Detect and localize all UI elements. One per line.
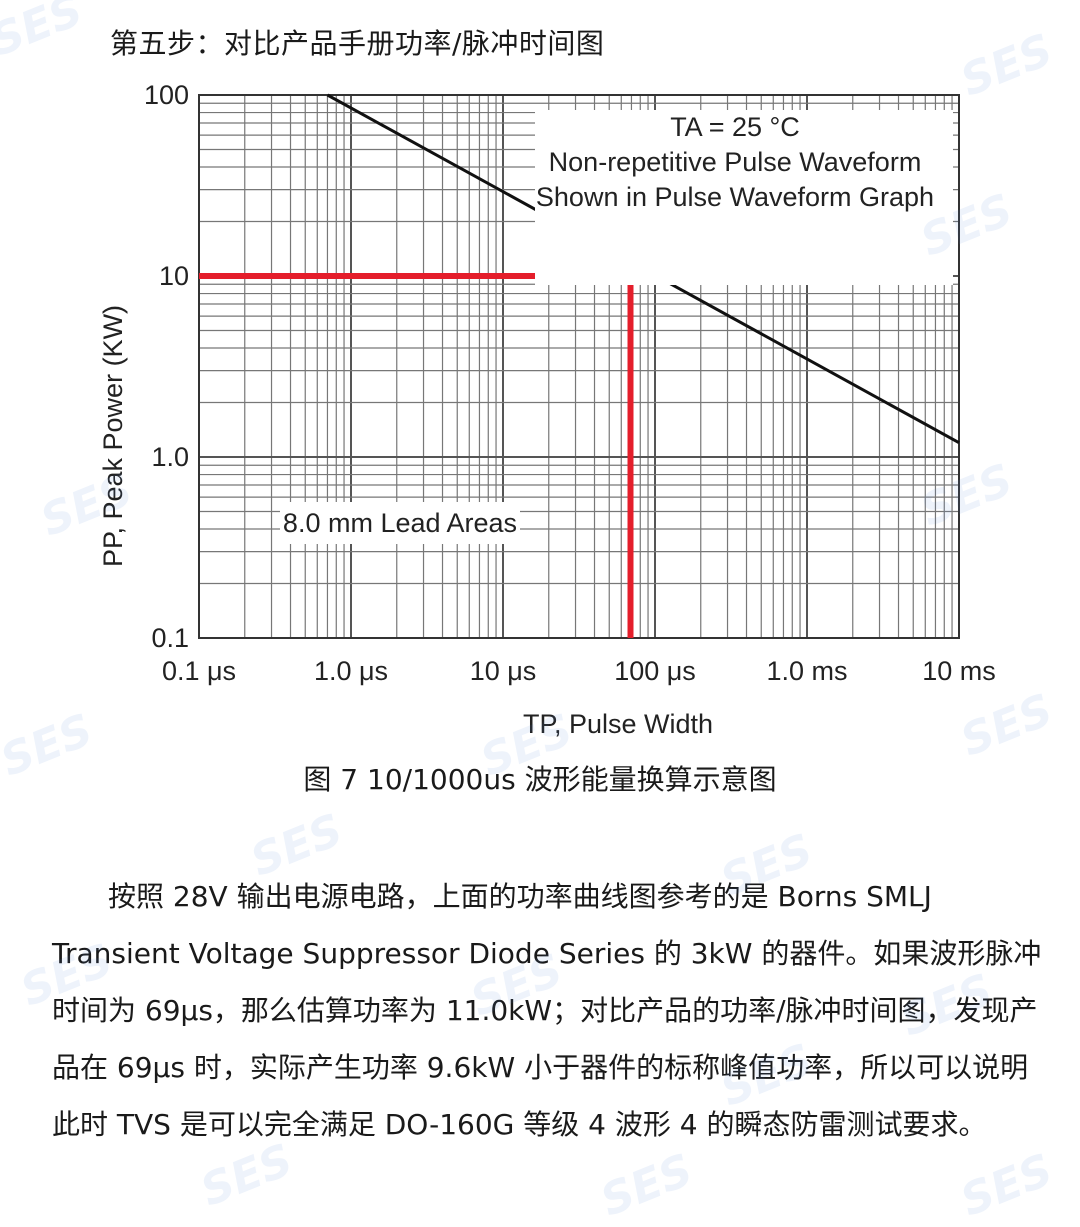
x-tick-label: 1.0 ms	[766, 656, 847, 686]
x-tick-label: 0.1 μs	[162, 656, 236, 686]
lead-note-box	[280, 502, 520, 544]
pulse-power-chart: 0.1 μs 1.0 μs 10 μs 100 μs 1.0 ms 10 ms 10010…	[98, 80, 996, 739]
watermark: SES	[953, 1144, 1060, 1227]
x-axis-title: TP, Pulse Width	[523, 709, 713, 739]
plot-frame	[198, 94, 960, 639]
x-tick-label: 10 ms	[922, 656, 996, 686]
watermark: SES	[593, 1144, 700, 1227]
condition-line-2: Non-repetitive Pulse Waveform	[549, 147, 922, 177]
condition-box	[535, 110, 953, 285]
x-tick-label: 100 μs	[614, 656, 696, 686]
y-tick-label: 10	[159, 261, 189, 291]
watermark: SES	[0, 0, 90, 67]
y-tick-label: 0.1	[151, 623, 189, 653]
figure-caption: 图 7 10/1000us 波形能量换算示意图	[303, 763, 777, 796]
y-tick-label: 1.0	[151, 442, 189, 472]
x-tick-labels: 0.1 μs 1.0 μs 10 μs 100 μs 1.0 ms 10 ms	[162, 656, 996, 686]
condition-line-3: Shown in Pulse Waveform Graph	[536, 182, 934, 212]
chart-grid	[198, 95, 959, 639]
y-tick-labels: 100 10 1.0 0.1	[144, 80, 189, 653]
x-tick-label: 10 μs	[470, 656, 537, 686]
step-title: 第五步：对比产品手册功率/脉冲时间图	[110, 27, 605, 60]
lead-note: 8.0 mm Lead Areas	[283, 508, 517, 538]
y-axis-title: PP, Peak Power (KW)	[98, 305, 128, 567]
y-tick-label: 100	[144, 80, 189, 110]
x-tick-label: 1.0 μs	[314, 656, 388, 686]
condition-line-1: TA = 25 °C	[670, 112, 800, 142]
body-paragraph: 按照 28V 输出电源电路，上面的功率曲线图参考的是 Borns SMLJ Tr…	[52, 880, 1042, 1141]
